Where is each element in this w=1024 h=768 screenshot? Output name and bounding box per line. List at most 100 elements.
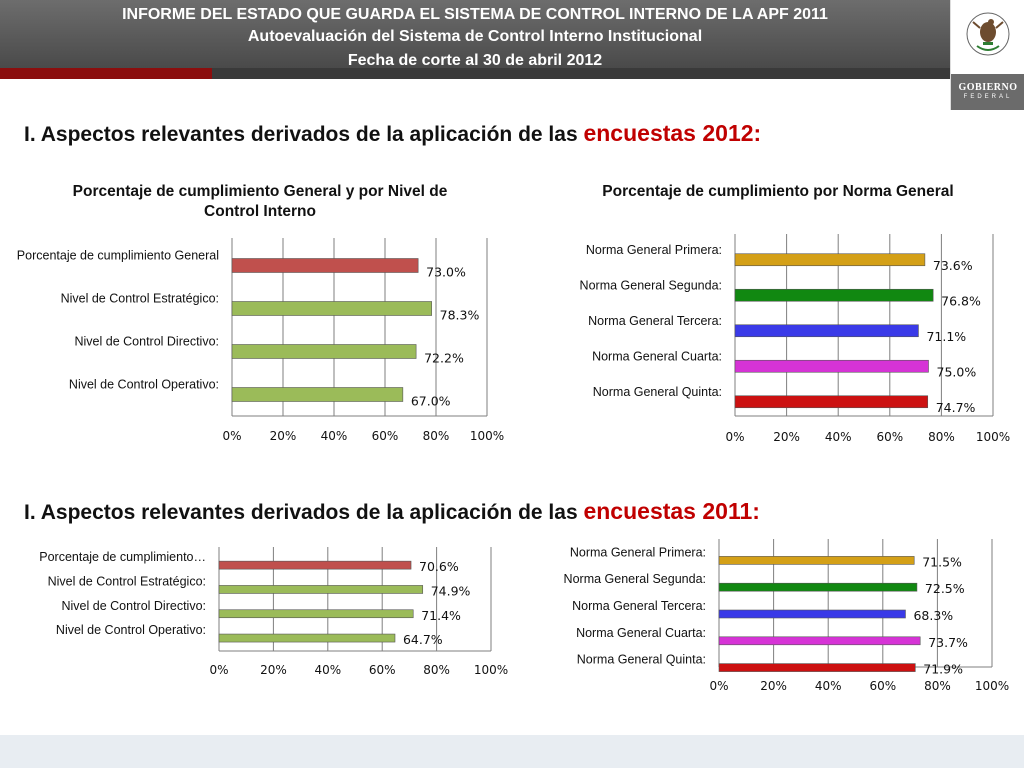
- section-title-highlight: encuestas 2011:: [583, 498, 760, 524]
- data-label: 74.9%: [431, 583, 471, 598]
- section-title-2011: I. Aspectos relevantes derivados de la a…: [24, 498, 760, 525]
- x-tick-label: 0%: [209, 663, 228, 677]
- chart-general-2012: 0% 20% 40% 60% 80% 100% Porcentaje de cumplimi…: [17, 238, 504, 443]
- category-label: Nivel de Control Operativo:: [69, 378, 219, 392]
- logo-word-gobierno: GOBIERNO: [958, 82, 1018, 93]
- x-tick-label: 40%: [321, 429, 348, 443]
- chart-norma-2011: 0% 20% 40% 60% 80% 100% Norma General Primera:…: [564, 539, 1009, 693]
- section-title-prefix: I. Aspectos relevantes derivados de la a…: [24, 123, 584, 146]
- x-tick-label: 60%: [369, 663, 396, 677]
- data-label: 73.7%: [928, 635, 968, 650]
- x-tick-label: 100%: [976, 430, 1010, 444]
- bar: [218, 633, 396, 643]
- category-label: Norma General Cuarta:: [592, 349, 722, 363]
- logo-band: GOBIERNO FEDERAL: [951, 74, 1024, 110]
- bar: [718, 556, 915, 565]
- header-banner: INFORME DEL ESTADO QUE GUARDA EL SISTEMA…: [0, 0, 950, 69]
- data-label: 71.1%: [926, 329, 966, 344]
- x-tick-label: 20%: [773, 430, 800, 444]
- data-label: 72.5%: [925, 581, 965, 596]
- category-label: Nivel de Control Directivo:: [62, 599, 207, 613]
- cutoff-date: Fecha de corte al 30 de abril 2012: [347, 52, 603, 69]
- header-divider-strip: [212, 68, 950, 79]
- data-label: 78.3%: [440, 308, 480, 323]
- x-tick-label: 0%: [222, 429, 241, 443]
- bar: [734, 395, 929, 409]
- category-label: Nivel de Control Directivo:: [75, 335, 220, 349]
- category-label: Porcentaje de cumplimiento General: [17, 249, 219, 263]
- category-label: Norma General Quinta:: [577, 653, 706, 667]
- data-label: 73.6%: [933, 258, 973, 273]
- data-label: 68.3%: [913, 608, 953, 623]
- x-tick-label: 40%: [825, 430, 852, 444]
- data-label: 72.2%: [424, 351, 464, 366]
- data-label: 71.4%: [421, 608, 461, 623]
- bar: [231, 344, 417, 359]
- category-label: Norma General Segunda:: [564, 572, 706, 586]
- data-label: 67.0%: [411, 394, 451, 409]
- category-label: Norma General Tercera:: [588, 314, 722, 328]
- category-label: Norma General Segunda:: [580, 278, 722, 292]
- x-tick-label: 0%: [725, 430, 744, 444]
- x-tick-label: 0%: [709, 679, 728, 693]
- bar: [218, 609, 414, 619]
- category-label: Norma General Primera:: [586, 243, 722, 257]
- government-logo: GOBIERNO FEDERAL: [950, 0, 1024, 110]
- bar: [718, 636, 921, 646]
- bar: [734, 359, 929, 373]
- x-tick-label: 100%: [474, 663, 508, 677]
- data-label: 71.9%: [923, 662, 963, 677]
- section-title-prefix: I. Aspectos relevantes derivados de la a…: [24, 501, 584, 524]
- report-subtitle: Autoevaluación del Sistema de Control In…: [247, 28, 703, 45]
- chart-norma-2012: 0% 20% 40% 60% 80% 100% Norma General Primera:…: [580, 234, 1010, 444]
- x-tick-label: 40%: [314, 663, 341, 677]
- category-label: Nivel de Control Estratégico:: [48, 574, 206, 588]
- bar: [218, 560, 412, 570]
- x-tick-label: 100%: [975, 679, 1009, 693]
- x-tick-label: 60%: [372, 429, 399, 443]
- x-tick-label: 60%: [869, 679, 896, 693]
- x-tick-label: 100%: [470, 429, 504, 443]
- data-label: 75.0%: [937, 364, 977, 379]
- x-tick-label: 80%: [928, 430, 955, 444]
- data-label: 64.7%: [403, 632, 443, 647]
- category-label: Nivel de Control Estratégico:: [61, 292, 219, 306]
- x-tick-label: 60%: [876, 430, 903, 444]
- bar: [718, 663, 916, 672]
- x-tick-label: 20%: [760, 679, 787, 693]
- data-label: 74.7%: [936, 400, 976, 415]
- x-tick-label: 40%: [815, 679, 842, 693]
- bar: [231, 258, 419, 273]
- data-label: 73.0%: [426, 265, 466, 280]
- mexican-coat-of-arms-icon: [966, 12, 1010, 56]
- category-label: Norma General Primera:: [570, 545, 706, 559]
- bar: [734, 288, 934, 302]
- bar: [231, 301, 432, 316]
- bar: [734, 324, 919, 338]
- section-title-highlight: encuestas 2012:: [583, 120, 762, 146]
- bar: [718, 582, 918, 592]
- section-title-2012: I. Aspectos relevantes derivados de la a…: [24, 120, 761, 147]
- data-label: 70.6%: [419, 559, 459, 574]
- category-label: Norma General Tercera:: [572, 599, 706, 613]
- x-tick-label: 80%: [423, 663, 450, 677]
- bar: [231, 387, 404, 402]
- footer-band: [0, 735, 1024, 768]
- category-label: Porcentaje de cumplimiento…: [39, 550, 206, 564]
- report-title: INFORME DEL ESTADO QUE GUARDA EL SISTEMA…: [122, 6, 828, 23]
- data-label: 76.8%: [941, 293, 981, 308]
- chart-title-general-2012: Porcentaje de cumplimiento General y por…: [72, 183, 448, 220]
- x-tick-label: 20%: [270, 429, 297, 443]
- category-label: Nivel de Control Operativo:: [56, 623, 206, 637]
- bar: [718, 609, 906, 619]
- chart-title-norma-2012: Porcentaje de cumplimiento por Norma Gen…: [602, 183, 954, 200]
- bar: [734, 253, 926, 267]
- data-label: 71.5%: [922, 554, 962, 569]
- header-accent-strip: [0, 68, 212, 79]
- category-label: Norma General Quinta:: [593, 385, 722, 399]
- bar: [218, 585, 424, 594]
- logo-word-federal: FEDERAL: [963, 94, 1013, 100]
- chart-general-2011: 0% 20% 40% 60% 80% 100% Porcentaje de cumplimi…: [39, 547, 508, 677]
- x-tick-label: 20%: [260, 663, 287, 677]
- category-label: Norma General Cuarta:: [576, 626, 706, 640]
